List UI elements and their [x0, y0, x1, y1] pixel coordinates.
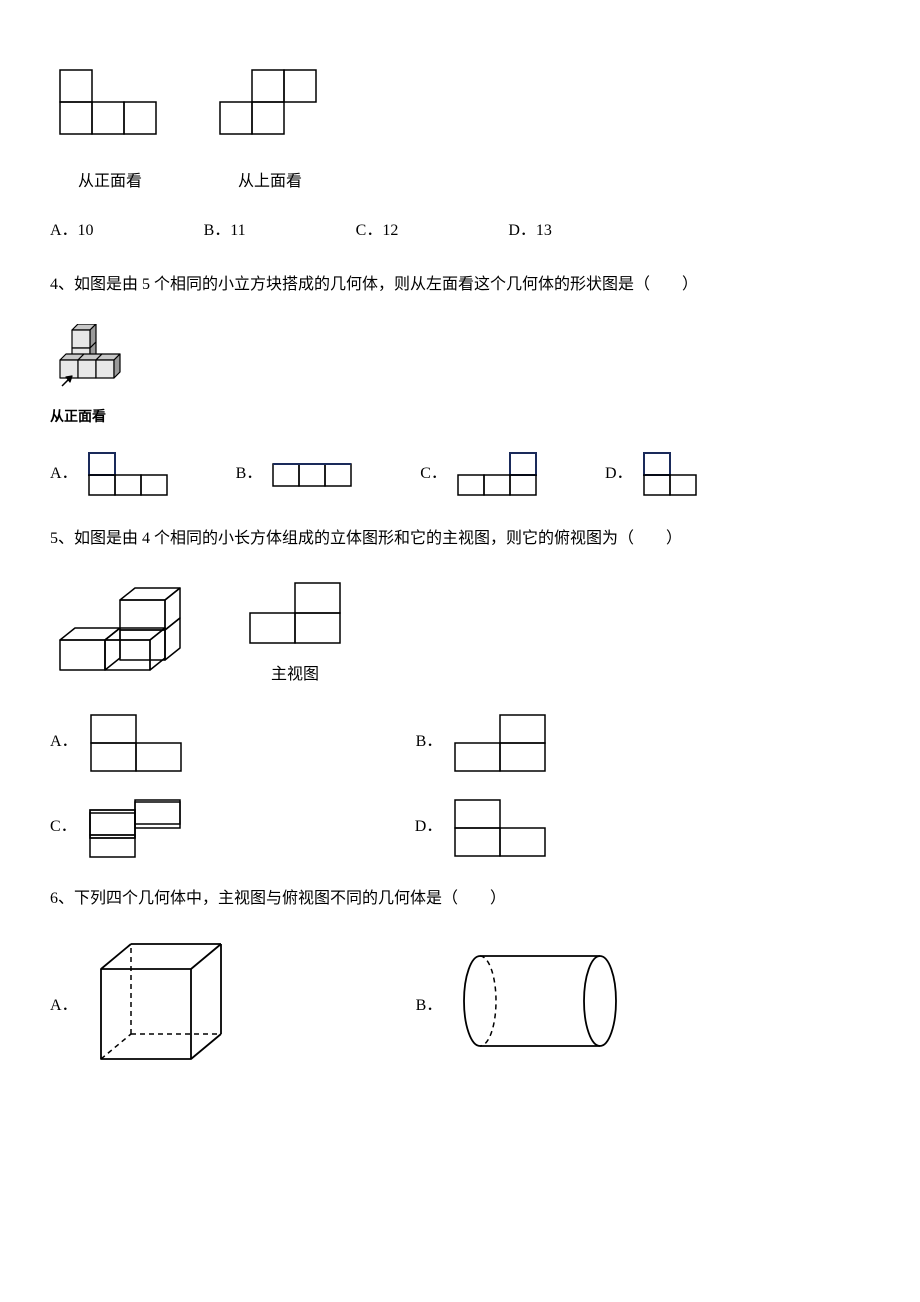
- q3-opt-b-label: B．11: [204, 217, 246, 246]
- q5-opt-d-svg: [450, 795, 560, 860]
- q6-opt-a-label: A．: [50, 992, 78, 1021]
- q4-opt-b: B．: [236, 450, 361, 500]
- q5-opt-a-label: A．: [50, 728, 78, 757]
- q5-opt-c-label: C．: [50, 813, 77, 842]
- q6-text: 6、下列四个几何体中，主视图与俯视图不同的几何体是（ ）: [50, 885, 870, 914]
- top-view-label: 从上面看: [238, 168, 302, 197]
- q6-opt-a: A．: [50, 939, 236, 1074]
- q5-caption: 主视图: [271, 661, 319, 690]
- q6-cube-svg: [86, 939, 236, 1074]
- q5-opt-b-label: B．: [416, 728, 443, 757]
- q4-opt-c: C．: [420, 450, 545, 500]
- view-diagrams-row: 从正面看 从上面看: [50, 60, 870, 197]
- q5-front-view-svg: [240, 578, 350, 653]
- q5-opt-a: A．: [50, 710, 196, 775]
- q3-opt-a-label: A．10: [50, 217, 94, 246]
- q3-opt-c-label: C．12: [356, 217, 399, 246]
- front-view-svg: [50, 60, 170, 160]
- q5-opt-d-label: D．: [415, 813, 443, 842]
- q4-opt-d: D．: [605, 450, 711, 500]
- q5-3d-svg: [50, 580, 200, 690]
- q3-opt-a: A．10: [50, 217, 94, 246]
- q3-opt-b: B．11: [204, 217, 246, 246]
- q4-opt-b-svg: [270, 450, 360, 500]
- front-view-block: 从正面看: [50, 60, 170, 197]
- q4-opt-a: A．: [50, 450, 176, 500]
- q4-opt-d-label: D．: [605, 460, 633, 489]
- q5-opt-c-svg: [85, 795, 195, 860]
- q6-cylinder-svg: [450, 946, 630, 1066]
- q5-options: A． B． C．: [50, 710, 870, 860]
- q4-opt-c-label: C．: [420, 460, 447, 489]
- q5-front-view: 主视图: [240, 578, 350, 690]
- q4-3d-svg: [50, 324, 150, 404]
- q3-opt-c: C．12: [356, 217, 399, 246]
- q4-opt-b-label: B．: [236, 460, 263, 489]
- q4-opt-a-svg: [86, 450, 176, 500]
- q5-text: 5、如图是由 4 个相同的小长方体组成的立体图形和它的主视图，则它的俯视图为（ …: [50, 525, 870, 554]
- q6-options: A． B．: [50, 939, 870, 1074]
- q4-opt-c-svg: [455, 450, 545, 500]
- q5-opt-d: D．: [415, 795, 561, 860]
- q4-text: 4、如图是由 5 个相同的小立方块搭成的几何体，则从左面看这个几何体的形状图是（…: [50, 271, 870, 300]
- q4-options: A． B． C．: [50, 450, 870, 500]
- q6-opt-b-label: B．: [416, 992, 443, 1021]
- q5-figures: 主视图: [50, 578, 870, 690]
- q5-opt-b-svg: [450, 710, 560, 775]
- front-view-label: 从正面看: [78, 168, 142, 197]
- q5-opt-a-svg: [86, 710, 196, 775]
- q6-opt-b: B．: [416, 946, 631, 1066]
- q3-opt-d: D．13: [508, 217, 552, 246]
- q4-opt-a-label: A．: [50, 460, 78, 489]
- top-view-svg: [210, 60, 330, 160]
- q4-figure: 从正面看: [50, 324, 870, 429]
- q4-opt-d-svg: [641, 450, 711, 500]
- q3-opt-d-label: D．13: [508, 217, 552, 246]
- top-view-block: 从上面看: [210, 60, 330, 197]
- q5-opt-c: C．: [50, 795, 195, 860]
- q5-opt-b: B．: [416, 710, 561, 775]
- q4-caption: 从正面看: [50, 404, 870, 429]
- q3-options: A．10 B．11 C．12 D．13: [50, 217, 870, 246]
